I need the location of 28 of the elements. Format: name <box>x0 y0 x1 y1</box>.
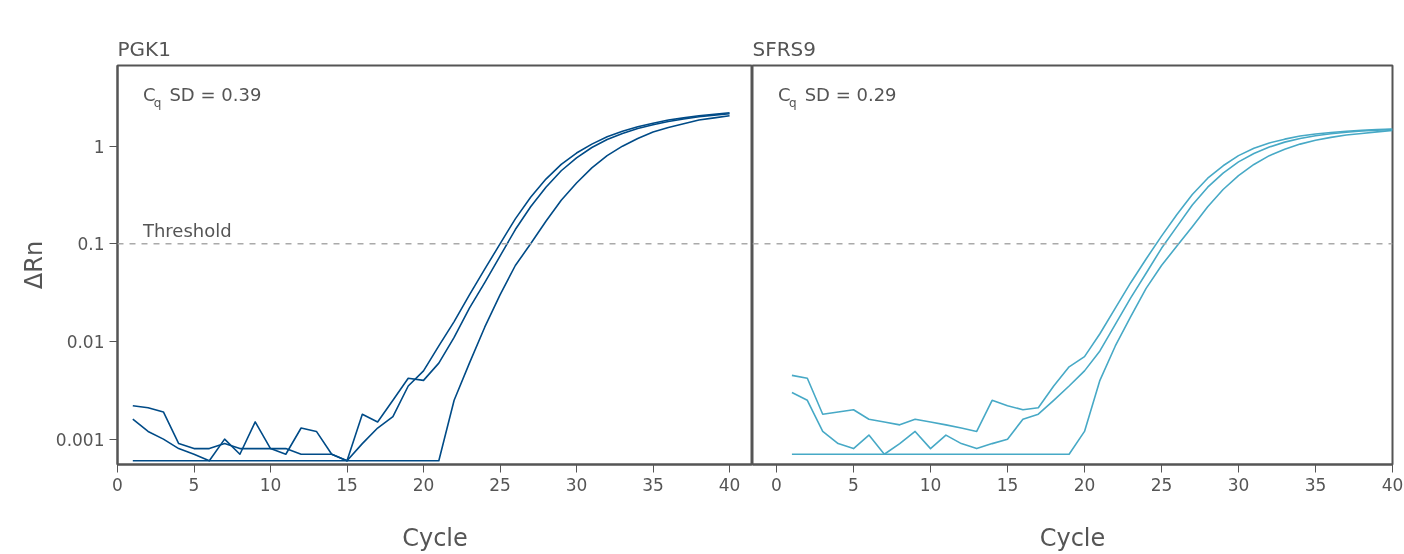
chart-title: PGK1 <box>117 36 171 61</box>
x-tick-label: 20 <box>1073 474 1096 495</box>
y-tick-label: 0.001 <box>55 429 105 450</box>
x-tick-label: 20 <box>412 474 435 495</box>
x-tick-label: 5 <box>188 474 200 495</box>
x-axis-title: Cycle <box>1039 523 1106 552</box>
x-tick-label: 0 <box>771 474 782 495</box>
x-tick-label: 5 <box>848 474 859 495</box>
x-tick-label: 0 <box>112 474 123 495</box>
y-tick-label: 0.01 <box>66 331 105 352</box>
x-tick-label: 30 <box>565 474 588 495</box>
x-tick-label: 25 <box>489 474 511 495</box>
x-tick-label: 25 <box>1150 474 1173 495</box>
x-tick-label: 35 <box>642 474 664 495</box>
ref-line-label: Threshold <box>141 219 232 241</box>
y-tick-label: 1 <box>93 136 105 157</box>
x-axis-title: Cycle <box>402 523 468 552</box>
x-tick-label: 35 <box>1304 474 1327 495</box>
x-tick-label: 10 <box>919 474 942 495</box>
y-tick-label: 0.1 <box>77 234 105 255</box>
x-tick-label: 30 <box>1227 474 1250 495</box>
x-tick-label: 10 <box>259 474 282 495</box>
y-axis-title: ΔRn <box>19 240 48 290</box>
x-tick-label: 15 <box>996 474 1019 495</box>
x-tick-label: 40 <box>1381 474 1404 495</box>
x-tick-label: 15 <box>336 474 358 495</box>
chart-title: SFRS9 <box>752 36 817 61</box>
x-tick-label: 40 <box>718 474 741 495</box>
